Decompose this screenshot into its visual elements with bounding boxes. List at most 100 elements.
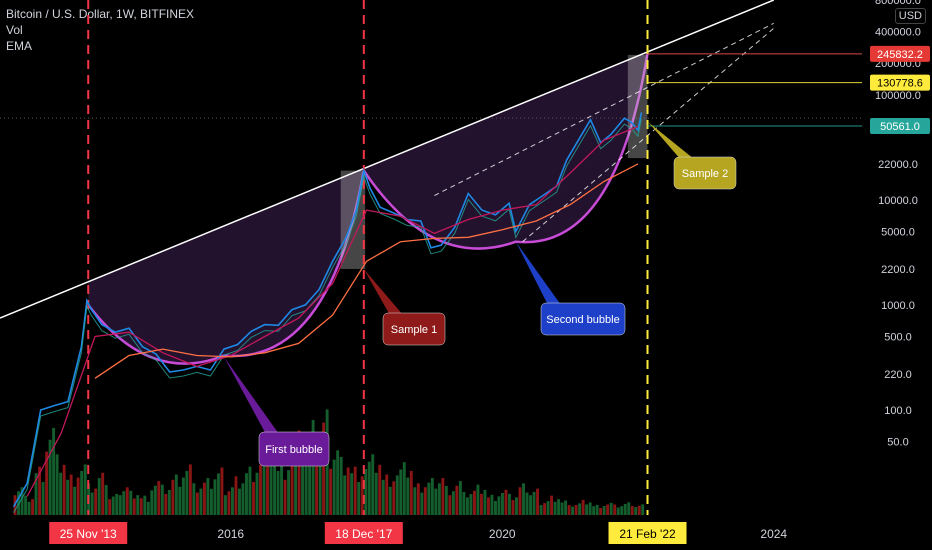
volume-bar — [220, 467, 224, 515]
volume-bar — [539, 505, 543, 515]
volume-bar — [553, 501, 557, 515]
volume-bar — [385, 474, 389, 515]
date-badge: 21 Feb '22 — [608, 522, 687, 544]
volume-bar — [259, 464, 262, 515]
volume-bar — [223, 495, 227, 515]
volume-bar — [399, 469, 403, 515]
volume-bar — [238, 488, 241, 515]
volume-bar — [83, 464, 87, 515]
volume-bar — [315, 447, 319, 515]
y-tick-label: 5000.0 — [881, 227, 915, 239]
volume-bar — [641, 504, 645, 515]
volume-bar — [437, 483, 441, 515]
volume-bar — [185, 471, 189, 515]
volume-bar — [416, 483, 420, 515]
y-tick-label: 2200.0 — [881, 264, 915, 276]
volume-bar — [287, 470, 291, 515]
volume-bar — [301, 455, 305, 515]
volume-bar — [532, 491, 536, 515]
callout-first-bubble: First bubble — [223, 356, 330, 467]
volume-bar — [374, 472, 378, 515]
volume-bar — [181, 477, 185, 515]
volume-bar — [578, 503, 582, 515]
price-badge-text: 245832.2 — [877, 49, 923, 61]
volume-bar — [178, 486, 182, 515]
price-badge: 245832.2 — [870, 45, 930, 62]
volume-bar — [192, 483, 196, 515]
indicator-ema-label[interactable]: EMA — [6, 39, 33, 53]
volume-bar — [318, 435, 322, 515]
volume-bar — [392, 481, 396, 515]
second-bubble-arc-fill — [363, 51, 648, 249]
volume-bar — [248, 466, 252, 515]
volume-bar — [515, 497, 518, 515]
volume-bar — [367, 461, 371, 515]
currency-badge[interactable]: USD — [894, 8, 926, 24]
volume-bar — [613, 504, 617, 515]
volume-bar — [560, 502, 564, 515]
volume-bar — [332, 459, 336, 515]
callout-box — [258, 431, 330, 467]
callout-text: First bubble — [265, 444, 322, 456]
upper-trendline — [0, 0, 775, 319]
volume-bar — [444, 485, 448, 515]
volume-bar — [406, 477, 410, 515]
volume-bar — [574, 504, 578, 515]
callout-box — [382, 312, 446, 346]
date-badge-text: 21 Feb '22 — [619, 527, 676, 541]
volume-bar — [101, 472, 105, 515]
volume-bar — [108, 499, 112, 515]
volume-bar — [543, 503, 547, 515]
volume-bar — [245, 473, 248, 515]
y-tick-label: 500.0 — [884, 332, 912, 344]
volume-bar — [592, 506, 596, 515]
volume-bar — [529, 495, 532, 515]
volume-bar — [476, 484, 480, 515]
volume-bar — [423, 487, 427, 515]
volume-bar — [17, 491, 20, 515]
y-tick-label: 800000.0 — [875, 0, 921, 7]
date-badge: 18 Dec '17 — [324, 522, 403, 544]
volume-bar — [94, 488, 98, 515]
sample-2-box — [627, 54, 648, 159]
y-tick-label: 10000.0 — [878, 195, 918, 207]
volume-bar — [599, 507, 603, 515]
price-badge-bg — [870, 45, 930, 62]
volume-bar — [536, 488, 539, 515]
indicator-vol-label[interactable]: Vol — [6, 23, 23, 37]
volume-bar — [581, 499, 585, 515]
volume-bar — [202, 482, 206, 515]
volume-bar — [557, 499, 561, 515]
volume-bar — [627, 502, 631, 515]
volume-bar — [24, 495, 28, 515]
x-tick-label: 2020 — [489, 527, 516, 541]
volume-bar — [441, 478, 445, 515]
price-badge-bg — [870, 117, 930, 134]
volume-bar — [111, 496, 115, 515]
callout-sample-2: Sample 2 — [648, 122, 737, 190]
volume-bar — [273, 456, 276, 515]
volume-bar — [353, 466, 357, 515]
volume-bar — [451, 491, 455, 515]
volume-bar — [462, 491, 466, 515]
volume-bar — [34, 473, 38, 515]
volume-bar — [129, 490, 133, 515]
price-badge-bg — [870, 74, 930, 91]
x-tick-label: 2016 — [217, 527, 244, 541]
volume-bar — [388, 486, 392, 515]
volume-bar — [357, 482, 361, 515]
volume-bar — [104, 485, 108, 515]
volume-bar — [143, 495, 147, 515]
volume-bar — [27, 501, 31, 515]
volume-bar — [297, 430, 301, 515]
callout-sample-1: Sample 1 — [363, 268, 446, 346]
volume-bar — [336, 450, 340, 515]
volume-bar — [508, 493, 511, 515]
volume-bar — [497, 496, 501, 515]
volume-bar — [90, 492, 94, 515]
volume-bar — [518, 487, 522, 515]
volume-bar — [602, 506, 606, 515]
volume-bar — [31, 499, 35, 515]
price-badge-text: 50561.0 — [880, 121, 920, 133]
